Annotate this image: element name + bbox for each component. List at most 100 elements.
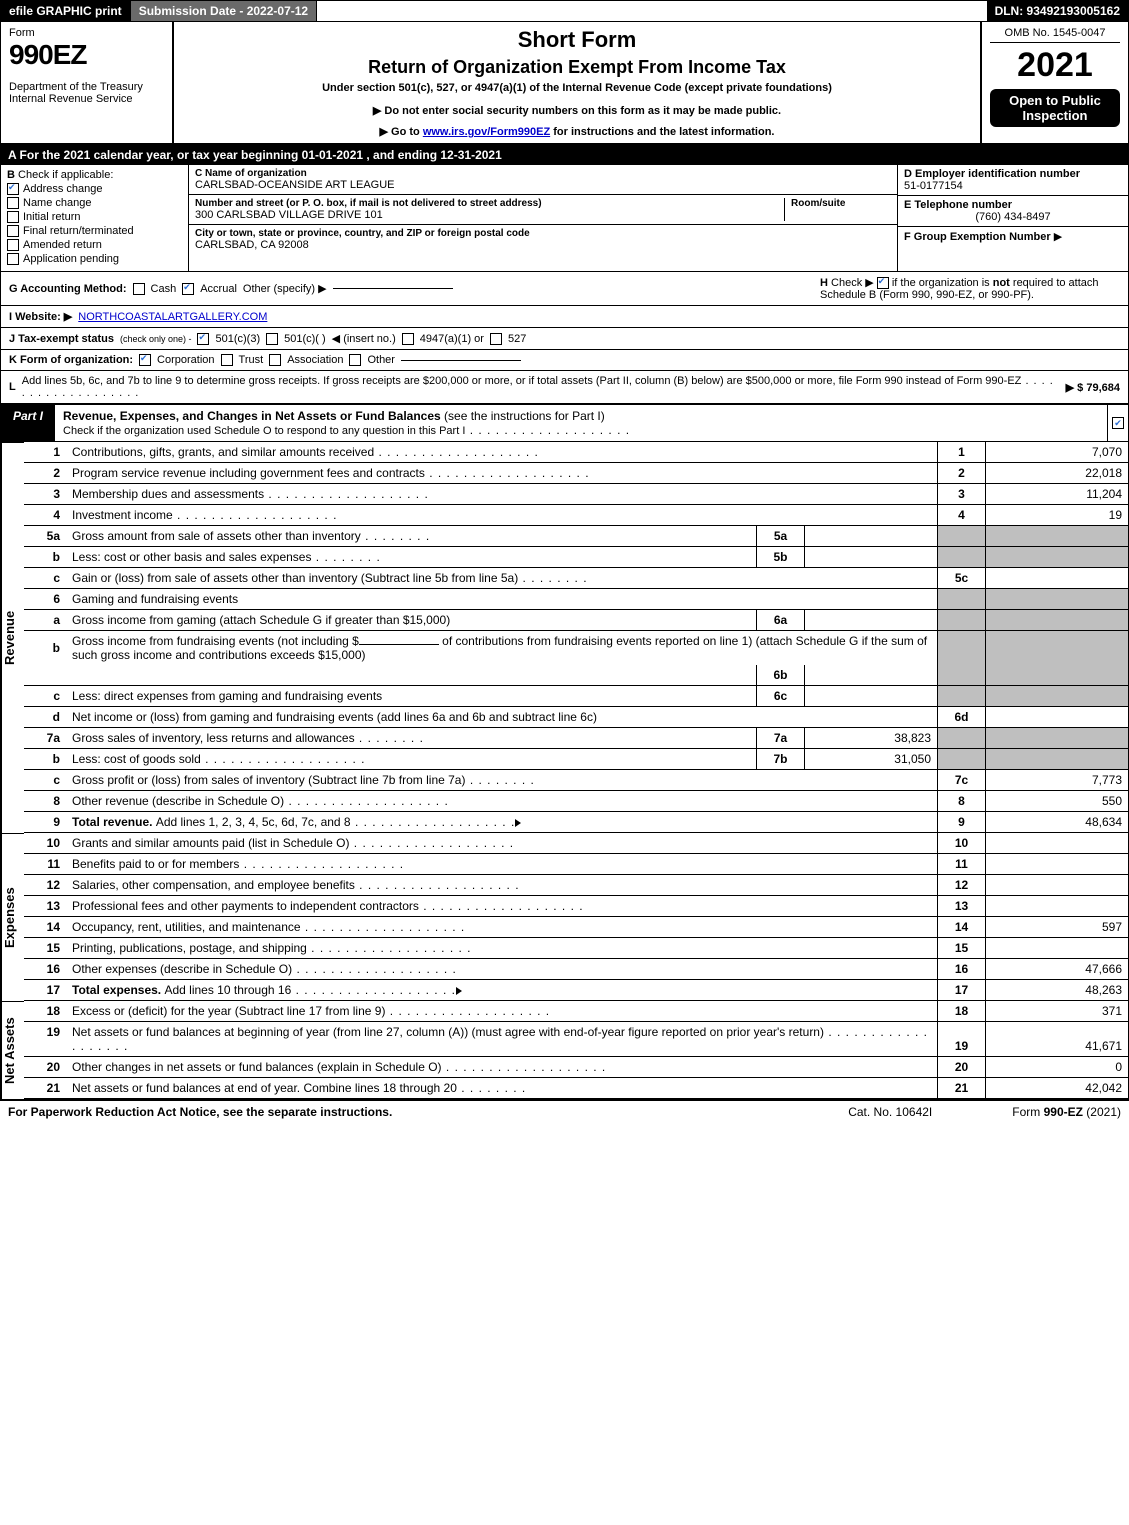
line-5c: cGain or (loss) from sale of assets othe… bbox=[24, 568, 1128, 589]
org-city: CARLSBAD, CA 92008 bbox=[195, 239, 891, 251]
j-501c3: 501(c)(3) bbox=[215, 333, 260, 345]
line-14: 14Occupancy, rent, utilities, and mainte… bbox=[24, 917, 1128, 938]
cb-accrual[interactable] bbox=[182, 283, 194, 295]
expenses-table: 10Grants and similar amounts paid (list … bbox=[24, 833, 1128, 1001]
department-label: Department of the Treasury Internal Reve… bbox=[9, 81, 164, 105]
k-other: Other bbox=[367, 354, 395, 366]
g-cash: Cash bbox=[151, 283, 177, 295]
h-rest: if the organization is bbox=[892, 277, 993, 289]
cb-application-pending[interactable]: Application pending bbox=[7, 253, 182, 265]
website-link[interactable]: NORTHCOASTALARTGALLERY.COM bbox=[78, 311, 267, 323]
f-arrow: ▶ bbox=[1054, 231, 1062, 243]
line-6c: cLess: direct expenses from gaming and f… bbox=[24, 686, 1128, 707]
line-6b-val: 6b bbox=[24, 665, 1128, 686]
cb-name-change[interactable]: Name change bbox=[7, 197, 182, 209]
tax-year: 2021 bbox=[990, 46, 1120, 85]
no-ssn-warning: ▶ Do not enter social security numbers o… bbox=[184, 104, 970, 117]
j-label: J Tax-exempt status bbox=[9, 333, 114, 345]
cb-initial-return[interactable]: Initial return bbox=[7, 211, 182, 223]
netassets-table: 18Excess or (deficit) for the year (Subt… bbox=[24, 1001, 1128, 1099]
goto-line: ▶ Go to www.irs.gov/Form990EZ for instru… bbox=[184, 125, 970, 138]
col-c: C Name of organization CARLSBAD-OCEANSID… bbox=[189, 165, 897, 271]
line-12: 12Salaries, other compensation, and empl… bbox=[24, 875, 1128, 896]
under-section: Under section 501(c), 527, or 4947(a)(1)… bbox=[184, 82, 970, 94]
c-city-label: City or town, state or province, country… bbox=[195, 228, 891, 239]
cb-4947[interactable] bbox=[402, 333, 414, 345]
b-label: B bbox=[7, 169, 15, 181]
goto-prefix: ▶ Go to bbox=[380, 126, 423, 138]
cb-501c[interactable] bbox=[266, 333, 278, 345]
cb-other-org[interactable] bbox=[349, 354, 361, 366]
col-b: B Check if applicable: Address change Na… bbox=[1, 165, 189, 271]
irs-link[interactable]: www.irs.gov/Form990EZ bbox=[423, 126, 550, 138]
cb-trust[interactable] bbox=[221, 354, 233, 366]
line-2: 2Program service revenue including gover… bbox=[24, 463, 1128, 484]
line-13: 13Professional fees and other payments t… bbox=[24, 896, 1128, 917]
line-3: 3Membership dues and assessments311,204 bbox=[24, 484, 1128, 505]
expenses-side-label: Expenses bbox=[1, 833, 24, 1001]
cb-corp[interactable] bbox=[139, 354, 151, 366]
room-label: Room/suite bbox=[791, 198, 891, 209]
g-other: Other (specify) ▶ bbox=[243, 282, 327, 295]
line-6: 6Gaming and fundraising events bbox=[24, 589, 1128, 610]
d-label: D Employer identification number bbox=[904, 168, 1122, 180]
org-street: 300 CARLSBAD VILLAGE DRIVE 101 bbox=[195, 209, 778, 221]
cb-final-return[interactable]: Final return/terminated bbox=[7, 225, 182, 237]
row-i: I Website: ▶ NORTHCOASTALARTGALLERY.COM bbox=[0, 306, 1129, 328]
cb-assoc[interactable] bbox=[269, 354, 281, 366]
l-amount: ▶ $ 79,684 bbox=[1066, 381, 1120, 394]
k-corp: Corporation bbox=[157, 354, 214, 366]
header-left: Form 990EZ Department of the Treasury In… bbox=[1, 22, 174, 143]
revenue-table: 1Contributions, gifts, grants, and simil… bbox=[24, 442, 1128, 833]
netassets-section: Net Assets 18Excess or (deficit) for the… bbox=[0, 1001, 1129, 1101]
line-7a: 7aGross sales of inventory, less returns… bbox=[24, 728, 1128, 749]
cb-h[interactable] bbox=[877, 277, 889, 289]
line-21: 21Net assets or fund balances at end of … bbox=[24, 1078, 1128, 1099]
c-street-label: Number and street (or P. O. box, if mail… bbox=[195, 198, 778, 209]
omb-number: OMB No. 1545-0047 bbox=[990, 27, 1120, 43]
cb-amended-return[interactable]: Amended return bbox=[7, 239, 182, 251]
row-j: J Tax-exempt status (check only one) - 5… bbox=[0, 328, 1129, 350]
row-a: A For the 2021 calendar year, or tax yea… bbox=[0, 145, 1129, 165]
cb-address-change[interactable]: Address change bbox=[7, 183, 182, 195]
arrow-icon bbox=[515, 819, 521, 827]
telephone-value: (760) 434-8497 bbox=[904, 211, 1122, 223]
part1-header: Part I Revenue, Expenses, and Changes in… bbox=[0, 405, 1129, 442]
org-name: CARLSBAD-OCEANSIDE ART LEAGUE bbox=[195, 179, 891, 191]
line-4: 4Investment income419 bbox=[24, 505, 1128, 526]
cb-527[interactable] bbox=[490, 333, 502, 345]
submission-date: Submission Date - 2022-07-12 bbox=[131, 1, 317, 21]
j-sub: (check only one) - bbox=[120, 334, 192, 344]
arrow-icon bbox=[456, 987, 462, 995]
col-def: D Employer identification number 51-0177… bbox=[897, 165, 1128, 271]
h-not: not bbox=[993, 277, 1010, 289]
k-trust: Trust bbox=[239, 354, 264, 366]
expenses-section: Expenses 10Grants and similar amounts pa… bbox=[0, 833, 1129, 1001]
main-title: Return of Organization Exempt From Incom… bbox=[184, 57, 970, 78]
line-1: 1Contributions, gifts, grants, and simil… bbox=[24, 442, 1128, 463]
k-label: K Form of organization: bbox=[9, 354, 133, 366]
row-g-h: G Accounting Method: Cash Accrual Other … bbox=[0, 272, 1129, 306]
h-box: H Check ▶ if the organization is not req… bbox=[820, 276, 1120, 301]
cb-cash[interactable] bbox=[133, 283, 145, 295]
h-label: H bbox=[820, 277, 828, 289]
ein-value: 51-0177154 bbox=[904, 180, 1122, 192]
part1-tag: Part I bbox=[1, 405, 55, 441]
j-501c: 501(c)( ) bbox=[284, 333, 326, 345]
paperwork-notice: For Paperwork Reduction Act Notice, see … bbox=[8, 1105, 392, 1119]
part1-check[interactable] bbox=[1107, 405, 1128, 441]
form-number: 990EZ bbox=[9, 39, 164, 71]
line-7b: bLess: cost of goods sold7b31,050 bbox=[24, 749, 1128, 770]
short-form-title: Short Form bbox=[184, 27, 970, 53]
line-8: 8Other revenue (describe in Schedule O)8… bbox=[24, 791, 1128, 812]
line-15: 15Printing, publications, postage, and s… bbox=[24, 938, 1128, 959]
header-center: Short Form Return of Organization Exempt… bbox=[174, 22, 982, 143]
line-7c: cGross profit or (loss) from sales of in… bbox=[24, 770, 1128, 791]
e-label: E Telephone number bbox=[904, 199, 1122, 211]
f-label: F Group Exemption Number bbox=[904, 231, 1051, 243]
line-9: 9Total revenue. Add lines 1, 2, 3, 4, 5c… bbox=[24, 812, 1128, 833]
cb-501c3[interactable] bbox=[197, 333, 209, 345]
line-17: 17Total expenses. Add lines 10 through 1… bbox=[24, 980, 1128, 1001]
i-label: I Website: ▶ bbox=[9, 310, 72, 323]
netassets-side-label: Net Assets bbox=[1, 1001, 24, 1099]
